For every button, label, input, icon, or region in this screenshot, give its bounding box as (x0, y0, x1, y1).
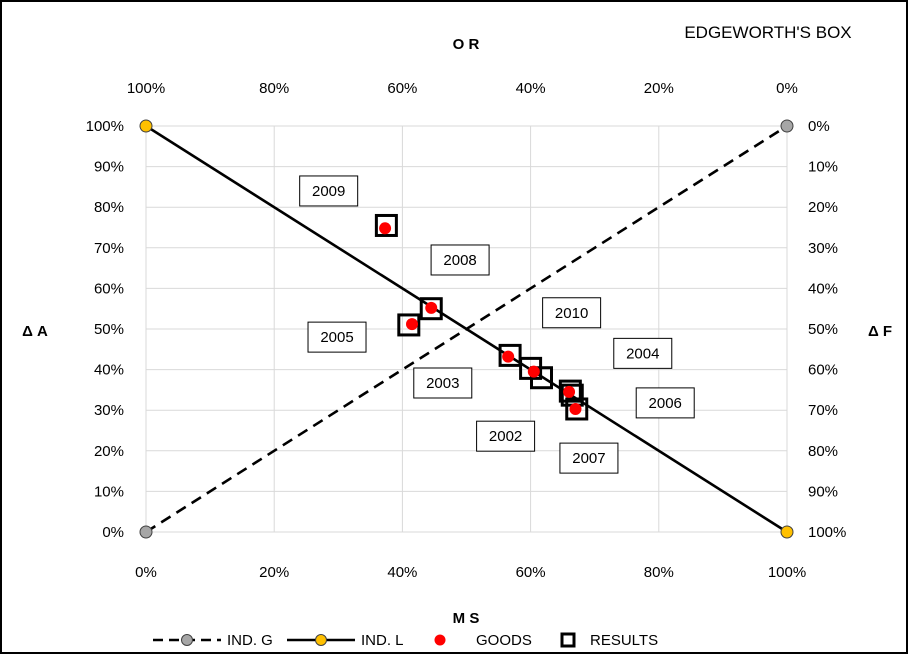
top-tick-label: 40% (516, 80, 546, 97)
annotation-box (413, 367, 473, 399)
ind-l-line (145, 124, 788, 534)
annotation-label: 2004 (626, 345, 659, 362)
results-square-marker (419, 297, 443, 321)
results-square-marker (498, 343, 522, 367)
bottom-tick-label: 40% (387, 564, 417, 581)
annotation-label: 2005 (320, 329, 353, 346)
annotation-box (430, 244, 490, 276)
left-tick-label: 20% (94, 443, 124, 460)
bottom-axis-label: M S (453, 610, 480, 627)
left-tick-label: 90% (94, 159, 124, 176)
left-tick-label: 50% (94, 321, 124, 338)
goods-dot-marker (527, 365, 540, 378)
right-tick-label: 20% (808, 199, 838, 216)
left-tick-label: 10% (94, 483, 124, 500)
results-square-marker (397, 313, 421, 337)
top-tick-label: 80% (259, 80, 289, 97)
ind-l-endpoint-marker (139, 119, 153, 133)
year-annotations: 2009 2008 2010 2005 2004 2003 2006 2002 2007 (299, 175, 695, 474)
goods-dot-marker (502, 350, 515, 363)
right-tick-label: 0% (808, 118, 830, 135)
bottom-tick-label: 20% (259, 564, 289, 581)
annotation-box (559, 442, 619, 474)
legend-label: GOODS (476, 632, 532, 649)
right-tick-label: 50% (808, 321, 838, 338)
right-tick-label: 10% (808, 159, 838, 176)
annotation-label: 2003 (426, 375, 459, 392)
ind-g-endpoint-marker (780, 119, 794, 133)
annotation-box (476, 420, 536, 452)
results-square-marker (565, 397, 589, 421)
right-tick-label: 90% (808, 483, 838, 500)
legend-label: RESULTS (590, 632, 658, 649)
legend-results-marker (560, 632, 576, 648)
goods-dot-marker (563, 385, 576, 398)
bottom-tick-label: 100% (768, 564, 806, 581)
goods-dot-marker (425, 301, 438, 314)
left-tick-label: 30% (94, 402, 124, 419)
annotation-box (613, 337, 673, 369)
left-tick-label: 0% (102, 524, 124, 541)
bottom-tick-label: 0% (135, 564, 157, 581)
annotation-label: 2006 (649, 395, 682, 412)
legend-ind-g-marker (181, 634, 193, 646)
left-axis-label: Δ A (22, 323, 48, 340)
results-square-marker (529, 366, 553, 390)
legend: IND. G IND. L GOODS RESULTS (153, 632, 658, 649)
bottom-tick-label: 80% (644, 564, 674, 581)
left-tick-label: 70% (94, 240, 124, 257)
right-tick-label: 80% (808, 443, 838, 460)
legend-ind-l-marker (315, 634, 327, 646)
annotation-label: 2010 (555, 305, 588, 322)
annotation-label: 2009 (312, 183, 345, 200)
annotation-label: 2008 (443, 252, 476, 269)
left-tick-label: 100% (86, 118, 124, 135)
ind-g-endpoint-marker (139, 525, 153, 539)
annotation-label: 2007 (572, 450, 605, 467)
top-tick-label: 100% (127, 80, 165, 97)
bottom-tick-label: 60% (516, 564, 546, 581)
annotation-box (542, 297, 602, 329)
left-tick-label: 80% (94, 199, 124, 216)
right-tick-label: 100% (808, 524, 846, 541)
right-tick-label: 30% (808, 240, 838, 257)
results-square-marker (558, 379, 582, 403)
ind-l-endpoint-marker (780, 525, 794, 539)
results-square-marker (374, 213, 398, 237)
goods-dot-marker (569, 402, 582, 415)
top-tick-label: 20% (644, 80, 674, 97)
top-tick-label: 60% (387, 80, 417, 97)
right-tick-label: 40% (808, 280, 838, 297)
right-tick-label: 60% (808, 362, 838, 379)
chart-title: EDGEWORTH'S BOX (684, 23, 851, 42)
legend-label: IND. L (361, 632, 404, 649)
right-tick-label: 70% (808, 402, 838, 419)
left-tick-label: 40% (94, 362, 124, 379)
top-tick-label: 0% (776, 80, 798, 97)
top-axis-label: O R (453, 36, 480, 53)
legend-label: IND. G (227, 632, 273, 649)
data-markers (139, 119, 794, 539)
annotation-box (635, 387, 695, 419)
annotation-box (299, 175, 359, 207)
right-axis-label: Δ F (868, 323, 892, 340)
left-tick-label: 60% (94, 280, 124, 297)
annotation-label: 2002 (489, 428, 522, 445)
goods-dot-marker (379, 222, 392, 235)
series-lines (145, 124, 788, 534)
legend-goods-marker (434, 634, 446, 646)
annotation-box (307, 321, 367, 353)
tick-labels: 0% 20% 40% 60% 80% 100% 100% 80% 60% 40% 20% 0% 0% 10… (86, 80, 847, 581)
goods-dot-marker (406, 318, 419, 331)
